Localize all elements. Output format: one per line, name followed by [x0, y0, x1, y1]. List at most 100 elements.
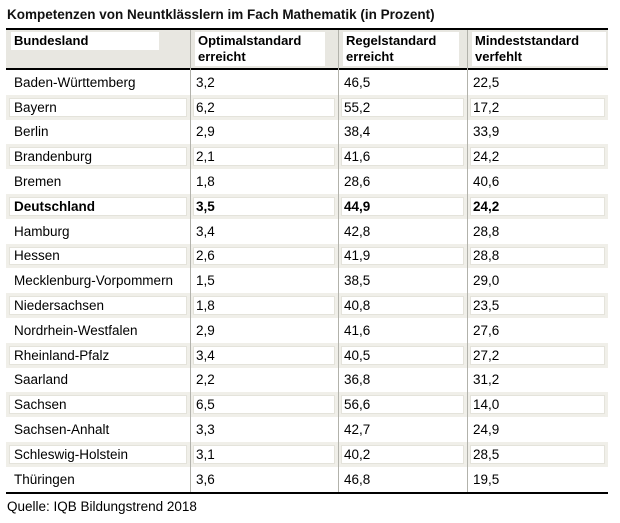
cell-text: 36,8	[344, 372, 371, 388]
table-row: Sachsen-Anhalt 3,3 42,7 24,9	[6, 417, 608, 442]
bundesland-cell: Berlin	[6, 120, 190, 145]
cell-text: 17,2	[470, 97, 605, 117]
mindeststandard-cell: 14,0	[467, 392, 608, 417]
mindeststandard-cell: 28,8	[467, 244, 608, 269]
data-table: Bundesland Optimalstandard erreicht Rege…	[6, 28, 608, 494]
cell-text: Bayern	[9, 97, 187, 117]
cell-text: 40,6	[473, 174, 500, 190]
optimalstandard-cell: 3,2	[190, 70, 338, 95]
cell-text: Hessen	[9, 246, 187, 266]
cell-text: 31,2	[473, 372, 500, 388]
cell-text: 46,8	[344, 471, 371, 487]
regelstandard-cell: 56,6	[338, 392, 467, 417]
cell-text: 40,8	[341, 296, 464, 315]
mindeststandard-cell: 19,5	[467, 467, 608, 492]
regelstandard-cell: 42,8	[338, 219, 467, 244]
cell-text: Niedersachsen	[9, 296, 187, 315]
optimalstandard-cell: 2,9	[190, 120, 338, 145]
regelstandard-cell: 28,6	[338, 169, 467, 194]
column-header-label: Mindeststandard verfehlt	[472, 32, 606, 66]
cell-text: Sachsen	[9, 395, 187, 415]
cell-text: 44,9	[341, 196, 464, 216]
cell-text: Schleswig-Holstein	[9, 444, 187, 464]
bundesland-cell: Brandenburg	[6, 144, 190, 169]
table-row: Hamburg 3,4 42,8 28,8	[6, 219, 608, 244]
cell-text: 28,8	[473, 223, 500, 239]
cell-text: 3,6	[196, 471, 215, 487]
column-separator	[467, 30, 468, 492]
optimalstandard-cell: 3,6	[190, 467, 338, 492]
regelstandard-cell: 38,4	[338, 120, 467, 145]
cell-text: Thüringen	[14, 471, 75, 487]
regelstandard-cell: 46,5	[338, 70, 467, 95]
cell-text: 55,2	[341, 97, 464, 117]
cell-text: 40,2	[341, 444, 464, 464]
table-row: Deutschland 3,5 44,9 24,2	[6, 193, 608, 219]
bundesland-cell: Baden-Württemberg	[6, 70, 190, 95]
cell-text: 3,2	[196, 74, 215, 90]
cell-text: 46,5	[344, 74, 371, 90]
regelstandard-cell: 41,6	[338, 318, 467, 343]
table-header-row: Bundesland Optimalstandard erreicht Rege…	[6, 30, 608, 70]
mindeststandard-cell: 17,2	[467, 95, 608, 120]
bundesland-cell: Hessen	[6, 244, 190, 269]
cell-text: 3,4	[193, 345, 335, 365]
mindeststandard-cell: 40,6	[467, 169, 608, 194]
mindeststandard-cell: 33,9	[467, 120, 608, 145]
cell-text: 29,0	[473, 273, 500, 289]
regelstandard-cell: 41,9	[338, 244, 467, 269]
cell-text: 6,2	[193, 97, 335, 117]
cell-text: 33,9	[473, 124, 500, 140]
column-separator	[338, 30, 339, 492]
optimalstandard-cell: 2,2	[190, 368, 338, 393]
bundesland-cell: Bremen	[6, 169, 190, 194]
cell-text: Saarland	[14, 372, 69, 388]
cell-text: 1,8	[196, 174, 215, 190]
cell-text: 2,9	[196, 322, 215, 338]
column-header-optimalstandard: Optimalstandard erreicht	[190, 30, 338, 68]
table-row: Hessen 2,6 41,9 28,8	[6, 243, 608, 269]
cell-text: 42,7	[344, 422, 371, 438]
cell-text: 19,5	[473, 471, 500, 487]
table-row: Saarland 2,2 36,8 31,2	[6, 368, 608, 393]
bundesland-cell: Schleswig-Holstein	[6, 442, 190, 467]
cell-text: 41,6	[344, 322, 371, 338]
table-row: Thüringen 3,6 46,8 19,5	[6, 467, 608, 492]
cell-text: 2,1	[193, 147, 335, 167]
bundesland-cell: Deutschland	[6, 194, 190, 219]
cell-text: 41,6	[341, 147, 464, 167]
optimalstandard-cell: 6,2	[190, 95, 338, 120]
table-row: Niedersachsen 1,8 40,8 23,5	[6, 293, 608, 318]
table-row: Rheinland-Pfalz 3,4 40,5 27,2	[6, 342, 608, 368]
bundesland-cell: Sachsen	[6, 392, 190, 417]
cell-text: 56,6	[341, 395, 464, 415]
cell-text: Hamburg	[14, 223, 70, 239]
cell-text: 3,1	[193, 444, 335, 464]
cell-text: 2,9	[196, 124, 215, 140]
optimalstandard-cell: 6,5	[190, 392, 338, 417]
cell-text: 24,9	[473, 422, 500, 438]
mindeststandard-cell: 28,8	[467, 219, 608, 244]
cell-text: 27,2	[470, 345, 605, 365]
cell-text: 28,6	[344, 174, 371, 190]
optimalstandard-cell: 2,6	[190, 244, 338, 269]
column-header-mindeststandard: Mindeststandard verfehlt	[467, 30, 608, 68]
cell-text: Deutschland	[9, 196, 187, 216]
optimalstandard-cell: 3,1	[190, 442, 338, 467]
cell-text: 1,8	[193, 296, 335, 315]
cell-text: 28,5	[470, 444, 605, 464]
bundesland-cell: Rheinland-Pfalz	[6, 343, 190, 368]
bundesland-cell: Bayern	[6, 95, 190, 120]
mindeststandard-cell: 27,6	[467, 318, 608, 343]
regelstandard-cell: 55,2	[338, 95, 467, 120]
cell-text: 1,5	[196, 273, 215, 289]
bundesland-cell: Niedersachsen	[6, 293, 190, 318]
mindeststandard-cell: 28,5	[467, 442, 608, 467]
table-body: Baden-Württemberg 3,2 46,5 22,5 Bayern 6,2 55,…	[6, 70, 608, 492]
table-row: Sachsen 6,5 56,6 14,0	[6, 392, 608, 418]
optimalstandard-cell: 3,4	[190, 343, 338, 368]
cell-text: 28,8	[470, 246, 605, 266]
mindeststandard-cell: 31,2	[467, 368, 608, 393]
bundesland-cell: Saarland	[6, 368, 190, 393]
